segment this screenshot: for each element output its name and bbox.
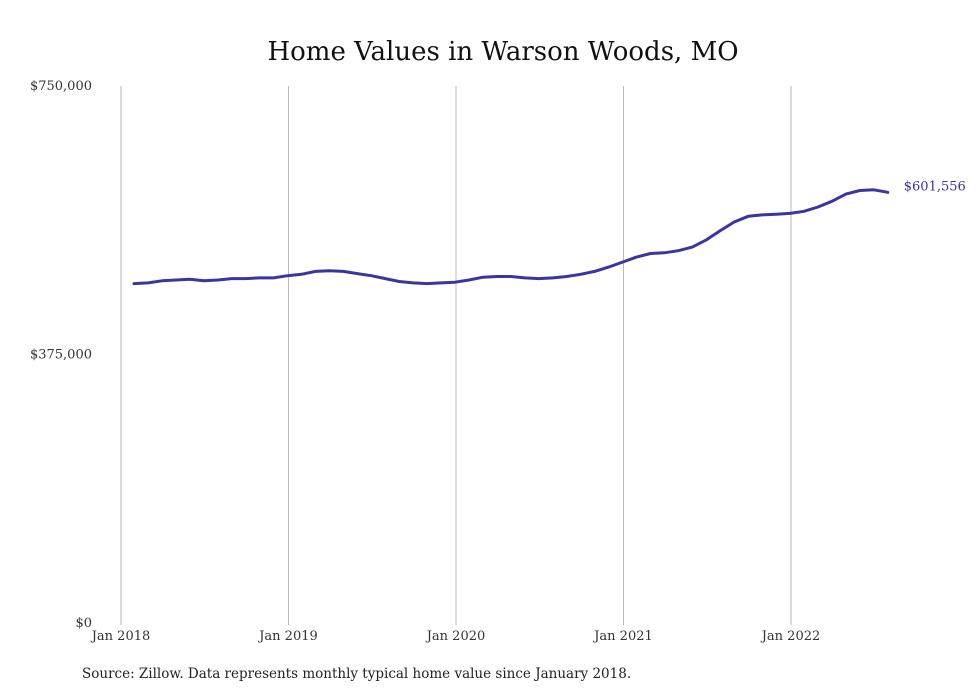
source-note: Source: Zillow. Data represents monthly …	[82, 666, 632, 682]
x-tick-label: Jan 2019	[257, 629, 318, 644]
home-value-series-line	[132, 188, 890, 286]
y-axis-tick-labels: $0 $375,000 $750,000	[30, 79, 92, 631]
chart-title: Home Values in Warson Woods, MO	[267, 37, 738, 67]
x-tick-label: Jan 2020	[425, 629, 486, 644]
y-tick-label: $0	[75, 616, 92, 631]
y-tick-label: $375,000	[30, 348, 92, 363]
x-tick-label: Jan 2022	[760, 629, 821, 644]
end-value-label: $601,556	[904, 179, 966, 194]
x-axis-tick-labels: Jan 2018 Jan 2019 Jan 2020 Jan 2021 Jan 2022	[90, 629, 821, 644]
vertical-gridlines	[120, 86, 792, 625]
y-tick-label: $750,000	[30, 79, 92, 94]
x-tick-label: Jan 2018	[90, 629, 151, 644]
x-tick-label: Jan 2021	[592, 629, 653, 644]
